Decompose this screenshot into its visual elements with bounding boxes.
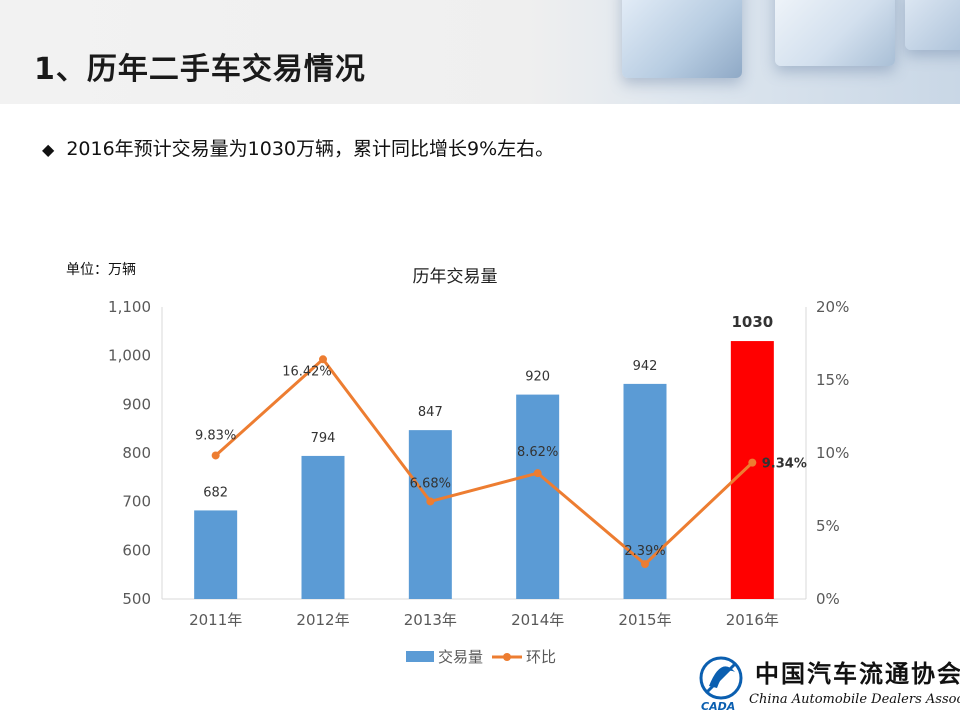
left-tick-label: 600 (122, 541, 151, 559)
right-tick-label: 0% (816, 590, 840, 608)
right-tick-label: 5% (816, 517, 840, 535)
summary-text: 2016年预计交易量为1030万辆，累计同比增长9%左右。 (66, 138, 555, 160)
left-axis-labels: 500 600 700 800 900 1,000 1,100 (108, 298, 151, 608)
x-tick-label: 2012年 (296, 611, 349, 629)
bar (516, 394, 560, 599)
line-value-label: 2.39% (624, 544, 665, 559)
bar (301, 455, 345, 599)
x-tick-label: 2015年 (618, 611, 671, 629)
x-tick-label: 2014年 (511, 611, 564, 629)
legend-bar-label: 交易量 (438, 648, 483, 666)
right-tick-label: 10% (816, 444, 849, 462)
bar-value-label: 847 (418, 405, 443, 420)
summary-bullet: ◆ 2016年预计交易量为1030万辆，累计同比增长9%左右。 (42, 134, 554, 161)
cada-emblem-icon: CADA (699, 656, 743, 713)
line-point (211, 451, 220, 460)
bar (194, 510, 238, 599)
left-tick-label: 800 (122, 444, 151, 462)
right-tick-label: 15% (816, 371, 849, 389)
left-tick-label: 900 (122, 395, 151, 413)
legend-bar-swatch (406, 651, 434, 662)
line-value-label: 9.34% (762, 457, 807, 472)
decor-cube (622, 0, 742, 78)
decor-cube (905, 0, 960, 50)
line-value-label: 16.42% (282, 364, 332, 379)
bar-value-label: 920 (525, 370, 550, 385)
legend-line-label: 环比 (526, 648, 556, 666)
logo-mark: CADA (701, 700, 735, 713)
line-value-label: 9.83% (195, 428, 236, 443)
line-value-label: 8.62% (517, 445, 558, 460)
legend-line-marker (503, 653, 511, 661)
page-title: 1、历年二手车交易情况 (34, 52, 366, 87)
left-tick-label: 1,100 (108, 298, 151, 316)
bar-series (194, 341, 774, 599)
line-point (533, 469, 542, 478)
legend: 交易量 环比 (406, 648, 556, 666)
left-tick-label: 700 (122, 493, 151, 511)
line-labels: 9.83% 16.42% 6.68% 8.62% 2.39% 9.34% (195, 364, 807, 559)
line-series (211, 355, 757, 569)
chart-unit-label: 单位：万辆 (66, 262, 136, 278)
chart-title: 历年交易量 (413, 267, 498, 287)
bar-value-label: 942 (633, 359, 658, 374)
logo-chinese-name: 中国汽车流通协会 (755, 660, 960, 688)
bar-value-label: 682 (203, 485, 228, 500)
bar (730, 341, 774, 599)
line-point (426, 497, 435, 506)
bar (408, 430, 452, 599)
line-point (641, 560, 649, 569)
left-tick-label: 1,000 (108, 347, 151, 365)
line-value-label: 6.68% (410, 476, 451, 491)
x-tick-label: 2013年 (404, 611, 457, 629)
line-point (319, 355, 327, 364)
x-tick-label: 2011年 (189, 611, 242, 629)
decor-cube (775, 0, 895, 66)
line-path (214, 357, 754, 567)
header-banner: 1、历年二手车交易情况 (0, 0, 960, 104)
left-tick-label: 500 (122, 590, 151, 608)
bullet-diamond-icon: ◆ (42, 140, 55, 159)
association-logo: CADA 中国汽车流通协会 China Automobile Dealers A… (695, 652, 960, 714)
x-axis-labels: 2011年 2012年 2013年 2014年 2015年 2016年 (189, 611, 779, 629)
right-tick-label: 20% (816, 298, 849, 316)
bar-value-label: 794 (311, 431, 336, 446)
bar-value-label: 1030 (731, 313, 773, 331)
right-axis-labels: 0% 5% 10% 15% 20% (816, 298, 849, 608)
line-point (748, 458, 757, 467)
logo-english-name: China Automobile Dealers Association (749, 692, 960, 707)
x-tick-label: 2016年 (726, 611, 779, 629)
bar-labels: 682 794 847 920 942 1030 (203, 313, 773, 500)
